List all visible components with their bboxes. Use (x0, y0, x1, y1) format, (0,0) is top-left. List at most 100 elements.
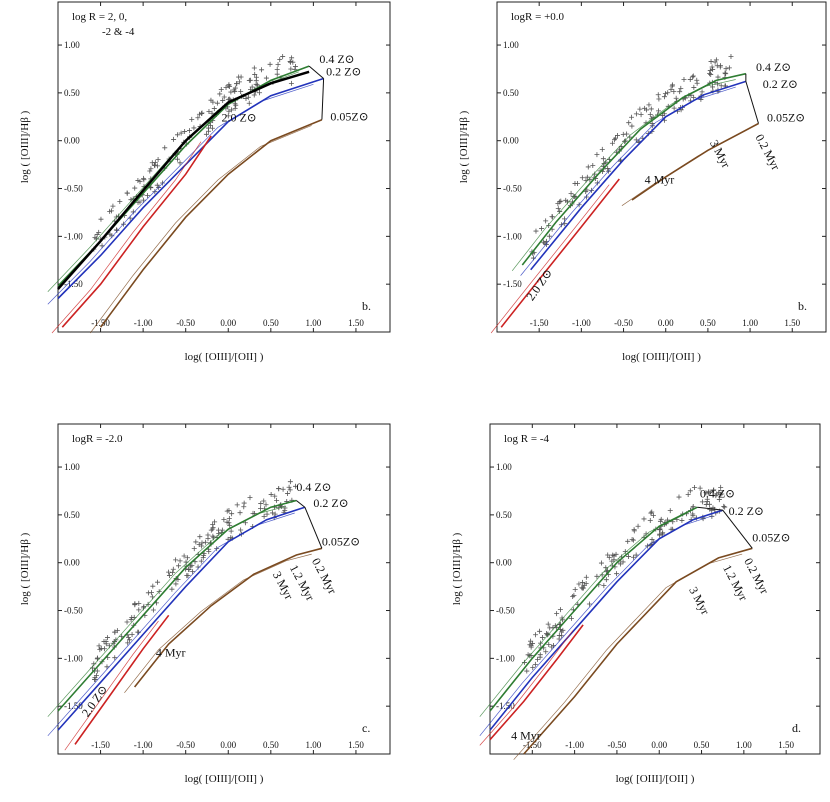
x-tick-label: 1.50 (348, 740, 364, 750)
observation-marker (112, 629, 118, 635)
observation-marker (648, 106, 654, 112)
observation-marker (699, 89, 705, 95)
observation-marker (568, 615, 574, 621)
x-tick-label: 1.00 (306, 740, 322, 750)
observation-marker (691, 485, 697, 491)
observation-marker (145, 192, 151, 198)
observation-marker (221, 517, 227, 523)
age-label: 4 Myr (156, 645, 186, 659)
observation-marker (199, 540, 205, 546)
metallicity-label: 0.4 Z⊙ (296, 480, 331, 494)
y-tick-label: 0.00 (503, 136, 519, 146)
observation-marker (173, 557, 179, 563)
observation-marker (251, 65, 257, 71)
observation-marker (250, 510, 256, 516)
observation-marker (708, 72, 714, 78)
observation-marker (261, 513, 267, 519)
observation-marker (252, 71, 258, 77)
observation-marker (188, 563, 194, 569)
observation-marker (104, 635, 110, 641)
x-axis-label: log( [OIII]/[OII] ) (616, 773, 695, 785)
y-tick-label: -1.00 (503, 231, 522, 241)
y-tick-label: -0.50 (64, 184, 83, 194)
isochrone-line (745, 81, 759, 124)
x-tick-label: -1.00 (572, 318, 591, 328)
x-tick-label: -0.50 (176, 318, 195, 328)
model-line-series (57, 506, 306, 731)
model-track-line (479, 630, 574, 746)
isochrone-line (321, 78, 325, 120)
observation-marker (568, 190, 574, 196)
observation-marker (530, 665, 536, 671)
x-tick-label: -0.50 (614, 318, 633, 328)
observation-marker (225, 113, 231, 119)
observation-marker (286, 484, 292, 490)
observation-marker (609, 558, 615, 564)
panel-letter: b. (798, 299, 807, 313)
observation-marker (114, 227, 120, 233)
metallicity-label: 0.2 Z⊙ (313, 496, 348, 510)
observation-marker (125, 640, 131, 646)
observation-marker (263, 502, 269, 508)
observation-marker (561, 216, 567, 222)
observation-marker (275, 62, 281, 68)
observation-marker (248, 77, 254, 83)
observation-marker (697, 485, 703, 491)
observation-marker (691, 94, 697, 100)
observation-marker (149, 160, 155, 166)
observation-marker (217, 91, 223, 97)
observation-marker (624, 131, 630, 137)
observation-marker (226, 108, 232, 114)
observation-marker (137, 199, 143, 205)
panel-note: -2 & -4 (102, 26, 135, 38)
x-tick-label: 1.00 (742, 318, 758, 328)
observation-marker (177, 558, 183, 564)
observation-marker (274, 497, 280, 503)
observation-marker (141, 197, 147, 203)
panel-note: log R = -4 (504, 433, 550, 445)
observation-marker (253, 78, 259, 84)
observation-marker (251, 92, 257, 98)
model-line-series (99, 118, 323, 328)
metallicity-label: 0.4 Z⊙ (319, 52, 354, 66)
observation-marker (563, 197, 569, 203)
observation-marker (678, 85, 684, 91)
observation-marker (272, 493, 278, 499)
observation-marker (238, 527, 244, 533)
observation-marker (226, 82, 232, 88)
observation-marker (226, 515, 232, 521)
observation-marker (210, 522, 216, 528)
observation-marker (124, 619, 130, 625)
observation-marker (681, 77, 687, 83)
observation-marker (557, 607, 563, 613)
observation-marker (277, 57, 283, 63)
observation-marker (210, 526, 216, 532)
observation-marker (533, 632, 539, 638)
observation-marker (594, 573, 600, 579)
age-label: 4 Myr (511, 729, 541, 743)
observation-marker (662, 91, 668, 97)
observation-marker (268, 491, 274, 497)
panel-letter: d. (792, 721, 801, 735)
observation-marker (129, 631, 135, 637)
observation-marker (224, 508, 230, 514)
metallicity-label: 0.4 Z⊙ (756, 60, 791, 74)
observation-marker (715, 74, 721, 80)
observation-marker (93, 673, 99, 679)
observation-marker (151, 162, 157, 168)
model-line-series (521, 72, 747, 266)
observation-marker (598, 560, 604, 566)
observation-marker (549, 644, 555, 650)
x-axis-label: log( [OIII]/[OII] ) (185, 351, 264, 363)
observation-marker (559, 629, 565, 635)
x-axis-label: log( [OIII]/[OII] ) (185, 773, 264, 785)
observation-marker (590, 163, 596, 169)
observation-marker (203, 539, 209, 545)
observation-marker (723, 71, 729, 77)
observation-marker (656, 108, 662, 114)
observation-marker (703, 490, 709, 496)
x-tick-label: -1.50 (91, 740, 110, 750)
observation-marker (210, 533, 216, 539)
observation-marker (263, 75, 269, 81)
observation-marker (190, 569, 196, 575)
